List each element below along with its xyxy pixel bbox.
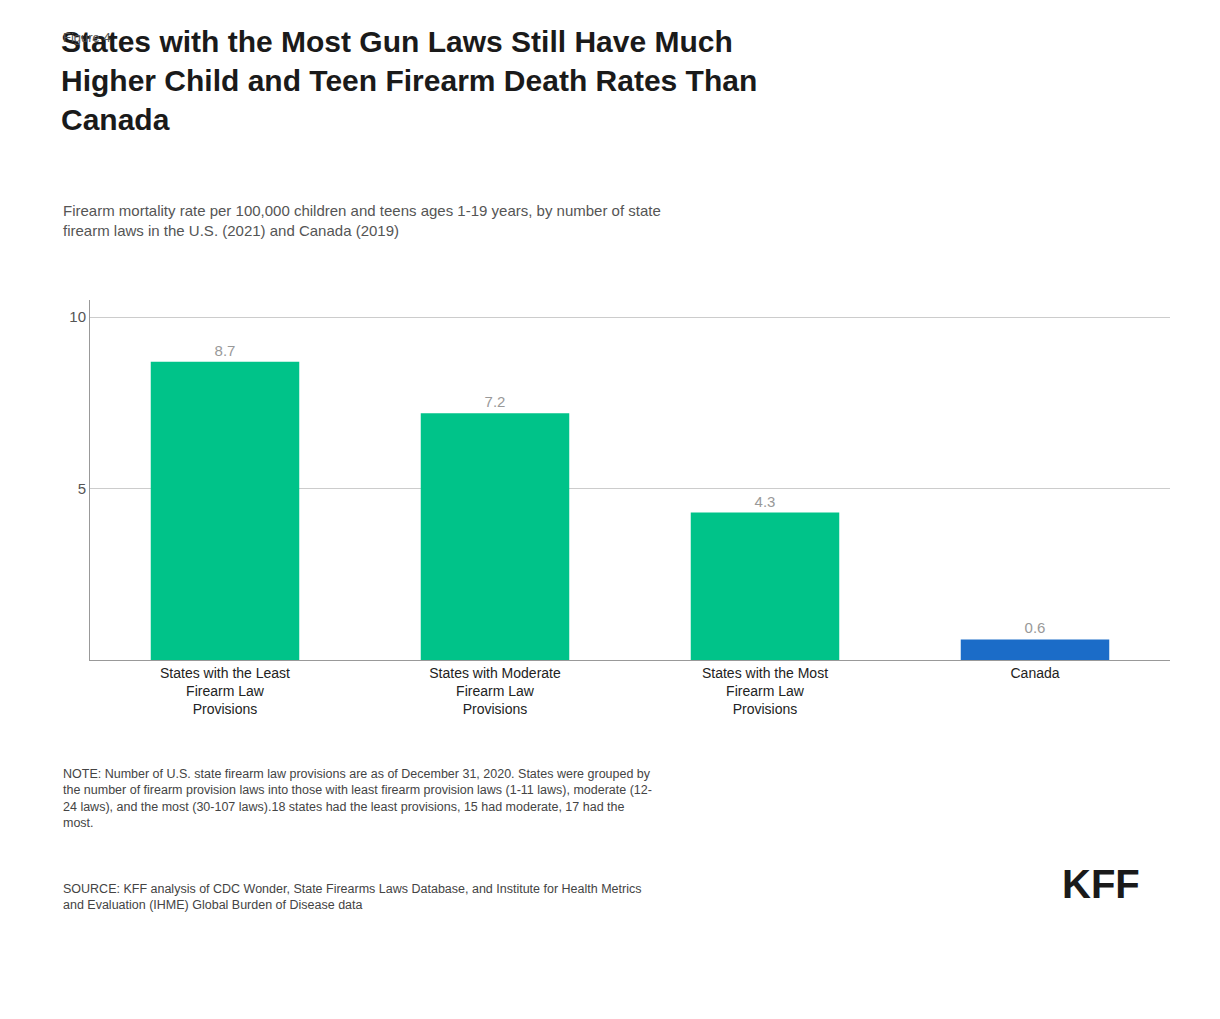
svg-text:SOURCE: KFF analysis of CDC Wo: SOURCE: KFF analysis of CDC Wonder, Stat… bbox=[63, 882, 641, 912]
svg-text:5: 5 bbox=[78, 480, 86, 497]
svg-text:States with ModerateFirearm La: States with ModerateFirearm LawProvision… bbox=[429, 665, 561, 717]
svg-text:4.3: 4.3 bbox=[755, 493, 776, 510]
svg-text:0.6: 0.6 bbox=[1025, 619, 1046, 636]
svg-text:NOTE: Number of U.S. state fir: NOTE: Number of U.S. state firearm law p… bbox=[63, 767, 652, 830]
svg-text:7.2: 7.2 bbox=[485, 393, 506, 410]
svg-text:States with the LeastFirearm L: States with the LeastFirearm LawProvisio… bbox=[160, 665, 290, 717]
svg-text:KFF: KFF bbox=[1062, 862, 1140, 906]
svg-text:10: 10 bbox=[69, 308, 86, 325]
svg-text:8.7: 8.7 bbox=[215, 342, 236, 359]
svg-text:States with the MostFirearm La: States with the MostFirearm LawProvision… bbox=[702, 665, 828, 717]
svg-text:Figure 4: Figure 4 bbox=[63, 30, 111, 45]
svg-text:States with the Most Gun Laws: States with the Most Gun Laws Still Have… bbox=[61, 25, 757, 136]
svg-text:Canada: Canada bbox=[1010, 665, 1059, 681]
svg-text:Firearm mortality rate per 100: Firearm mortality rate per 100,000 child… bbox=[63, 202, 661, 239]
